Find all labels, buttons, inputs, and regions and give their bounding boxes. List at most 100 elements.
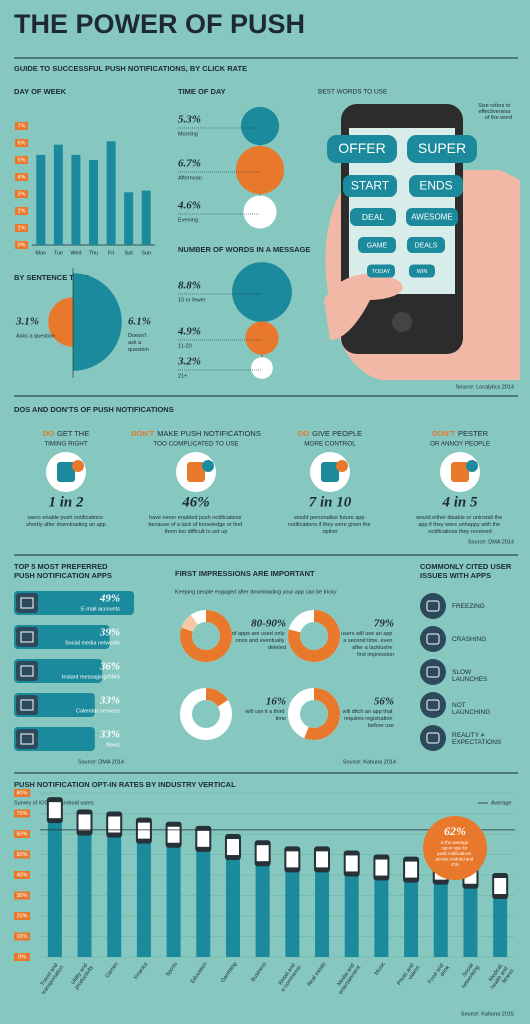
icon-box xyxy=(16,627,38,647)
bubble xyxy=(251,357,273,379)
y-tick-label: 40% xyxy=(16,872,27,878)
word-button xyxy=(409,264,435,278)
y-tick-label: 10% xyxy=(16,934,27,940)
word: START xyxy=(351,179,390,193)
phone-screen xyxy=(226,839,239,856)
heading: PESTER xyxy=(458,429,489,438)
issue-glyph xyxy=(426,666,440,678)
category-label: Instant messaging/SMS xyxy=(62,674,120,680)
source: Source: Localytics 2014 xyxy=(456,384,514,390)
x-tick-label: Thu xyxy=(89,250,98,256)
icon xyxy=(20,733,34,745)
word: DEAL xyxy=(362,212,384,222)
y-tick-label: 6% xyxy=(18,140,26,146)
y-tick-label: 70% xyxy=(16,811,27,817)
chart-title: TOP 5 MOST PREFERRED PUSH NOTIFICATION A… xyxy=(14,562,112,580)
category-label: E-mail accounts xyxy=(81,606,120,612)
y-tick-box xyxy=(15,156,28,164)
value-label: 79% xyxy=(374,618,394,630)
x-tick-label: Tue xyxy=(54,250,63,256)
item-heading: MORE CONTROL xyxy=(304,441,356,448)
bar xyxy=(136,819,151,957)
value-label: 49% xyxy=(99,593,120,605)
bubble xyxy=(243,195,277,229)
value-label: 3.1% xyxy=(15,316,39,328)
stat-desc: have never enabled push notifications be… xyxy=(148,515,243,535)
phone-screen xyxy=(316,851,329,868)
value-label: 4.9% xyxy=(177,326,201,338)
item-heading: DO GIVE PEOPLE xyxy=(298,429,362,438)
bar xyxy=(141,190,151,245)
category-label: 11-20 xyxy=(178,343,192,349)
category-label: Afternoon xyxy=(178,175,202,181)
desc: will ditch an app that requires registra… xyxy=(342,709,394,729)
bar xyxy=(107,813,122,957)
y-tick-box xyxy=(14,953,30,961)
bubble xyxy=(245,321,279,355)
y-tick-label: 3% xyxy=(18,191,26,197)
stat: 1 in 2 xyxy=(48,494,84,510)
heading: GET THE xyxy=(57,429,89,438)
section-heading: GUIDE TO SUCCESSFUL PUSH NOTIFICATIONS, … xyxy=(14,64,247,73)
phone-screen xyxy=(256,845,269,862)
bar xyxy=(77,811,92,957)
value-label: 56% xyxy=(374,696,394,708)
issue-label: FREEZING xyxy=(452,603,485,610)
callout xyxy=(423,816,487,880)
word: DEALS xyxy=(415,242,438,249)
y-tick-box xyxy=(14,932,30,941)
chart-title: BY SENTENCE TYPE xyxy=(14,273,89,282)
x-tick-label: Mon xyxy=(35,250,46,256)
bar xyxy=(14,591,135,615)
issue-icon xyxy=(420,593,446,619)
value-label: 33% xyxy=(99,729,120,741)
word: WIN xyxy=(417,269,428,275)
issue-label: NOT LAUNCHING xyxy=(452,702,490,716)
y-tick-label: 0% xyxy=(18,242,26,248)
half-circle xyxy=(48,297,73,347)
icon-box xyxy=(16,695,38,715)
bar xyxy=(285,848,300,957)
phone-screen xyxy=(167,826,180,843)
word-button xyxy=(406,208,458,226)
category-label: Doesn't ask a question xyxy=(128,333,149,353)
legend-label: Average xyxy=(491,800,511,806)
value-label: 8.8% xyxy=(178,280,201,292)
note: Size refers to effectiveness of the word xyxy=(478,103,512,121)
y-tick-box xyxy=(14,789,30,797)
word-button xyxy=(407,135,477,163)
lead: DO xyxy=(43,429,54,438)
icon-box xyxy=(16,661,38,681)
y-tick-box xyxy=(14,871,30,879)
value-label: 36% xyxy=(99,661,120,673)
y-tick-label: 7% xyxy=(18,123,26,129)
item-heading: DON'T PESTER xyxy=(432,429,489,438)
desc: users will use an app a second time, eve… xyxy=(341,631,394,658)
bar xyxy=(315,848,330,957)
issue-icon xyxy=(420,725,446,751)
item-heading: OR ANNOY PEOPLE xyxy=(430,441,490,448)
issue-glyph xyxy=(426,699,440,711)
stat: 7 in 10 xyxy=(309,494,352,510)
phone-screen xyxy=(286,851,299,868)
source: Source: Kahuna 2014 xyxy=(343,759,396,765)
y-tick-label: 60% xyxy=(16,831,27,837)
word: ENDS xyxy=(419,179,452,193)
bar xyxy=(166,823,181,957)
issue-icon xyxy=(420,692,446,718)
icon-detail xyxy=(72,460,84,472)
lead: DON'T xyxy=(432,429,455,438)
phone-screen xyxy=(345,855,358,872)
callout-value: 62% xyxy=(444,824,466,838)
y-tick-label: 30% xyxy=(16,893,27,899)
stat: 46% xyxy=(181,494,210,510)
desc: of apps are used only once and eventuall… xyxy=(232,631,286,651)
section-title: COMMONLY CITED USER ISSUES WITH APPS xyxy=(420,562,513,580)
y-tick-box xyxy=(14,809,30,818)
phone-screen xyxy=(78,814,91,831)
bar xyxy=(196,827,211,957)
lead: DON'T xyxy=(131,429,154,438)
category-label: Evening xyxy=(178,217,198,223)
word-button xyxy=(367,264,395,278)
